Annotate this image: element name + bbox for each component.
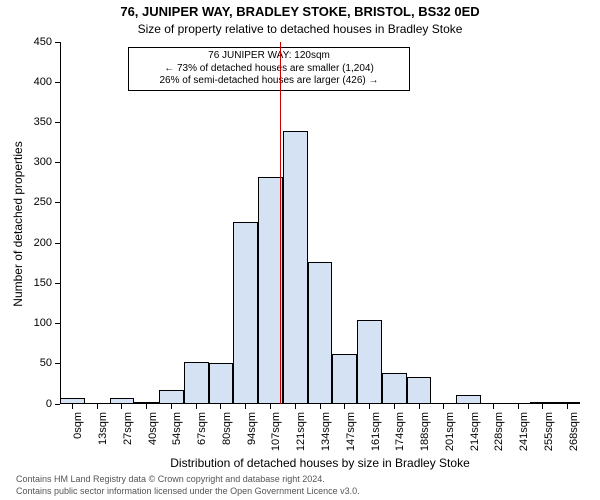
x-tick-label: 121sqm — [295, 412, 307, 472]
histogram-bar — [233, 222, 258, 404]
x-tick — [344, 404, 345, 409]
x-tick-label: 188sqm — [419, 412, 431, 472]
x-tick — [419, 404, 420, 409]
y-tick — [55, 323, 60, 324]
y-tick-label: 150 — [22, 277, 52, 289]
x-tick-label: 40sqm — [147, 412, 159, 472]
annotation-line-3: 26% of semi-detached houses are larger (… — [135, 75, 403, 88]
x-tick — [518, 404, 519, 409]
chart-title-main: 76, JUNIPER WAY, BRADLEY STOKE, BRISTOL,… — [0, 4, 600, 19]
x-tick — [72, 404, 73, 409]
histogram-bar — [407, 377, 432, 404]
y-tick — [55, 363, 60, 364]
y-tick-label: 400 — [22, 76, 52, 88]
x-tick — [443, 404, 444, 409]
x-tick-label: 174sqm — [394, 412, 406, 472]
x-tick-label: 268sqm — [568, 412, 580, 472]
histogram-bar — [357, 320, 382, 404]
annotation-line-2: ← 73% of detached houses are smaller (1,… — [135, 63, 403, 76]
x-tick — [171, 404, 172, 409]
x-tick-label: 241sqm — [518, 412, 530, 472]
x-tick-label: 107sqm — [270, 412, 282, 472]
x-tick-label: 161sqm — [370, 412, 382, 472]
y-tick — [55, 42, 60, 43]
y-tick — [55, 283, 60, 284]
x-tick-label: 94sqm — [246, 412, 258, 472]
x-tick — [146, 404, 147, 409]
property-marker-line — [280, 42, 281, 404]
y-tick — [55, 162, 60, 163]
y-tick-label: 100 — [22, 317, 52, 329]
x-tick — [468, 404, 469, 409]
footer-line-2: Contains public sector information licen… — [16, 486, 360, 496]
y-tick — [55, 243, 60, 244]
x-tick — [270, 404, 271, 409]
annotation-line-1: 76 JUNIPER WAY: 120sqm — [135, 50, 403, 63]
y-tick — [55, 122, 60, 123]
x-tick-label: 80sqm — [221, 412, 233, 472]
x-tick-label: 54sqm — [171, 412, 183, 472]
y-tick-label: 450 — [22, 36, 52, 48]
x-tick-label: 134sqm — [320, 412, 332, 472]
x-tick — [196, 404, 197, 409]
footer-line-1: Contains HM Land Registry data © Crown c… — [16, 474, 325, 484]
histogram-bar — [184, 362, 209, 404]
y-tick-label: 200 — [22, 237, 52, 249]
x-tick-label: 13sqm — [97, 412, 109, 472]
chart-title-sub: Size of property relative to detached ho… — [0, 22, 600, 36]
x-tick — [295, 404, 296, 409]
x-tick-label: 27sqm — [122, 412, 134, 472]
x-tick-label: 201sqm — [444, 412, 456, 472]
x-tick — [369, 404, 370, 409]
x-tick-label: 147sqm — [345, 412, 357, 472]
x-tick — [121, 404, 122, 409]
histogram-bar — [456, 395, 481, 404]
x-tick-label: 0sqm — [72, 412, 84, 472]
x-tick — [542, 404, 543, 409]
x-tick-label: 228sqm — [493, 412, 505, 472]
x-tick — [493, 404, 494, 409]
y-tick-label: 300 — [22, 156, 52, 168]
y-tick — [55, 82, 60, 83]
histogram-bar — [209, 363, 234, 404]
y-axis-label: Number of detached properties — [11, 43, 25, 405]
histogram-bar — [159, 390, 184, 404]
x-tick-label: 255sqm — [543, 412, 555, 472]
histogram-bar — [308, 262, 333, 404]
histogram-bar — [382, 373, 407, 404]
y-tick-label: 250 — [22, 196, 52, 208]
annotation-box: 76 JUNIPER WAY: 120sqm ← 73% of detached… — [128, 47, 410, 91]
x-tick — [394, 404, 395, 409]
x-tick — [567, 404, 568, 409]
x-tick-label: 214sqm — [469, 412, 481, 472]
x-tick — [97, 404, 98, 409]
x-tick — [220, 404, 221, 409]
y-tick — [55, 202, 60, 203]
x-tick — [320, 404, 321, 409]
x-tick — [245, 404, 246, 409]
y-tick-label: 50 — [22, 357, 52, 369]
y-tick-label: 0 — [22, 398, 52, 410]
x-tick-label: 67sqm — [196, 412, 208, 472]
y-tick-label: 350 — [22, 116, 52, 128]
histogram-bar — [283, 131, 308, 404]
histogram-bar — [332, 354, 357, 404]
